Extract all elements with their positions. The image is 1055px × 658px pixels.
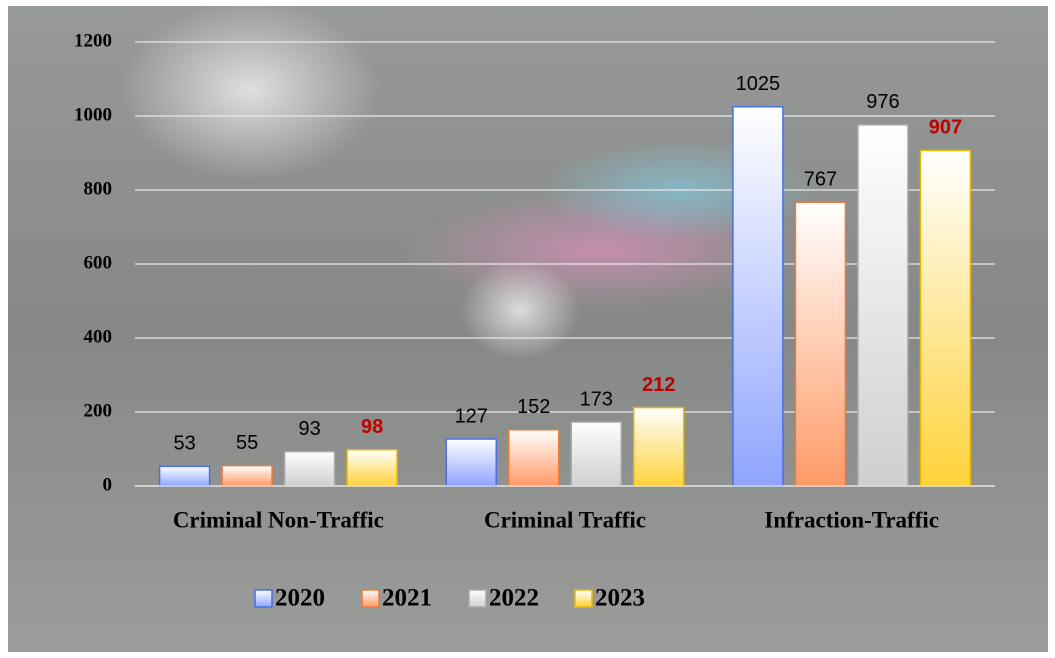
bar — [283, 450, 336, 487]
bar — [445, 438, 497, 487]
data-label: 767 — [804, 168, 837, 190]
bar — [857, 124, 909, 487]
background-light — [460, 260, 580, 360]
y-tick-label: 600 — [84, 252, 113, 273]
bar — [633, 406, 685, 487]
data-label: 907 — [929, 117, 962, 139]
legend-label: 2020 — [275, 585, 325, 612]
bar — [732, 106, 784, 487]
y-tick-label: 200 — [84, 400, 113, 421]
y-tick-label: 1200 — [74, 30, 112, 51]
legend-swatch — [468, 589, 487, 608]
y-tick-label: 800 — [84, 178, 113, 199]
bar — [346, 448, 398, 487]
x-tick-label: Infraction-Traffic — [764, 507, 939, 532]
legend-label: 2021 — [382, 585, 432, 612]
bar — [508, 429, 560, 487]
background-light — [120, 0, 380, 180]
legend-label: 2023 — [595, 585, 645, 612]
legend-swatch — [254, 589, 273, 608]
y-tick-label: 1000 — [74, 104, 112, 125]
bar — [919, 149, 972, 487]
data-label: 98 — [361, 416, 383, 438]
data-label: 53 — [173, 433, 195, 455]
data-label: 173 — [580, 388, 613, 410]
x-tick-label: Criminal Non-Traffic — [173, 507, 384, 532]
bar — [221, 464, 273, 487]
y-tick-label: 0 — [103, 474, 113, 495]
legend-label: 2022 — [489, 585, 539, 612]
data-label: 212 — [642, 374, 675, 396]
legend-swatch — [574, 589, 593, 608]
data-label: 976 — [866, 91, 899, 113]
data-label: 127 — [455, 405, 488, 427]
legend-swatch — [361, 589, 380, 608]
data-label: 1025 — [736, 73, 781, 95]
bar — [794, 201, 847, 487]
bar — [158, 465, 211, 487]
bar — [570, 421, 622, 487]
data-label: 55 — [236, 432, 258, 454]
data-label: 93 — [298, 418, 320, 440]
x-tick-label: Criminal Traffic — [484, 507, 646, 532]
y-tick-label: 400 — [84, 326, 113, 347]
data-label: 152 — [517, 396, 550, 418]
